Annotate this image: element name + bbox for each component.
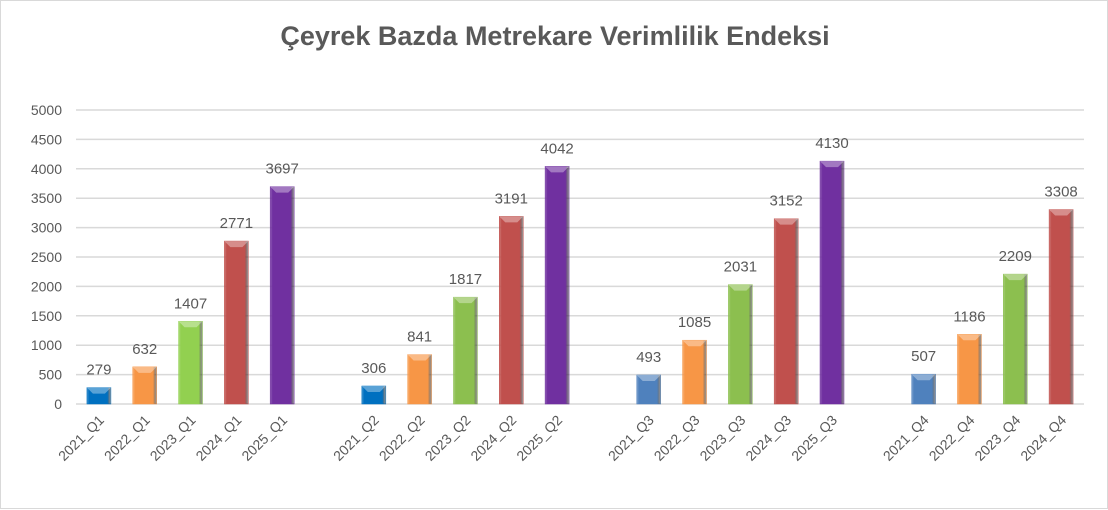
data-label: 841	[407, 329, 432, 346]
bar	[132, 366, 157, 405]
bar	[453, 296, 478, 405]
bar-highlight	[636, 375, 661, 382]
x-tick-label: 2023_Q3	[696, 412, 748, 464]
x-tick-label: 2023_Q4	[971, 412, 1023, 464]
bar	[1048, 209, 1074, 405]
y-tick-label: 2000	[31, 278, 62, 294]
x-tick-label: 2022_Q4	[926, 412, 978, 464]
bar-highlight	[361, 386, 386, 393]
data-label: 3152	[769, 193, 802, 210]
y-tick-label: 1500	[31, 308, 62, 324]
x-tick-label: 2022_Q2	[376, 412, 428, 464]
bar	[773, 218, 799, 405]
bar	[269, 186, 295, 405]
bar	[544, 166, 570, 405]
bar	[1003, 273, 1028, 405]
x-tick-label: 2024_Q3	[742, 412, 794, 464]
x-tick-label: 2024_Q1	[192, 412, 244, 464]
y-tick-label: 3000	[31, 220, 62, 236]
x-tick-label: 2025_Q1	[238, 412, 290, 464]
bar-highlight	[224, 241, 249, 248]
x-tick-label: 2025_Q2	[513, 412, 565, 464]
data-label: 2031	[724, 259, 757, 276]
x-tick-label: 2023_Q1	[147, 412, 199, 464]
data-label: 1085	[678, 314, 711, 331]
data-label: 507	[911, 348, 936, 365]
data-label: 4130	[815, 135, 848, 152]
data-label: 2209	[999, 248, 1032, 265]
y-tick-label: 4500	[31, 131, 62, 147]
bar-highlight	[957, 334, 982, 341]
x-tick-label: 2021_Q4	[880, 412, 932, 464]
y-tick-label: 2500	[31, 249, 62, 265]
data-label: 632	[132, 341, 157, 358]
bar	[819, 160, 845, 405]
y-tick-label: 1000	[31, 337, 62, 353]
data-label: 3308	[1044, 183, 1077, 200]
x-tick-label: 2021_Q1	[55, 412, 107, 464]
data-label: 279	[86, 362, 111, 379]
data-label: 1817	[449, 271, 482, 288]
bar-highlight	[820, 161, 844, 168]
y-tick-label: 0	[54, 396, 62, 412]
bar-highlight	[728, 284, 753, 291]
bar	[361, 385, 387, 405]
chart-title: Çeyrek Bazda Metrekare Verimlilik Endeks…	[280, 21, 830, 51]
data-label: 2771	[220, 215, 253, 232]
y-tick-label: 4000	[31, 161, 62, 177]
bar-highlight	[911, 374, 936, 381]
bar	[957, 334, 982, 405]
x-tick-label: 2021_Q2	[330, 412, 382, 464]
bar-highlight	[407, 354, 432, 361]
data-label: 493	[636, 349, 661, 366]
bar-highlight	[1003, 274, 1028, 281]
data-label: 1186	[953, 308, 985, 325]
bar	[728, 284, 753, 405]
bar-highlight	[682, 340, 707, 347]
x-tick-label: 2025_Q3	[788, 412, 840, 464]
bar	[86, 387, 112, 405]
x-tick-label: 2021_Q3	[605, 412, 657, 464]
bar-highlight	[178, 321, 203, 328]
x-tick-label: 2024_Q4	[1017, 412, 1069, 464]
bar	[224, 240, 249, 405]
bar	[911, 373, 936, 405]
bar-highlight	[453, 297, 478, 304]
x-tick-label: 2024_Q2	[467, 412, 519, 464]
bar-highlight	[270, 186, 295, 193]
data-label: 4042	[540, 140, 573, 157]
bar-highlight	[1049, 209, 1074, 216]
bar	[499, 216, 524, 405]
y-tick-label: 3500	[31, 190, 62, 206]
bar	[682, 339, 707, 405]
bar-highlight	[132, 366, 157, 373]
data-label: 306	[361, 360, 386, 377]
bar-highlight	[545, 166, 570, 173]
bar	[636, 374, 661, 405]
data-label: 3191	[495, 190, 528, 207]
bar-highlight	[499, 216, 524, 223]
bar-highlight	[774, 218, 799, 225]
y-tick-label: 500	[39, 367, 63, 383]
bar	[407, 354, 432, 405]
x-tick-label: 2022_Q1	[101, 412, 153, 464]
data-label: 1407	[174, 295, 207, 312]
bar	[178, 321, 203, 405]
bar-highlight	[86, 387, 111, 394]
data-label: 3697	[265, 161, 298, 178]
x-tick-label: 2023_Q2	[422, 412, 474, 464]
y-tick-label: 5000	[31, 102, 62, 118]
x-tick-label: 2022_Q3	[651, 412, 703, 464]
